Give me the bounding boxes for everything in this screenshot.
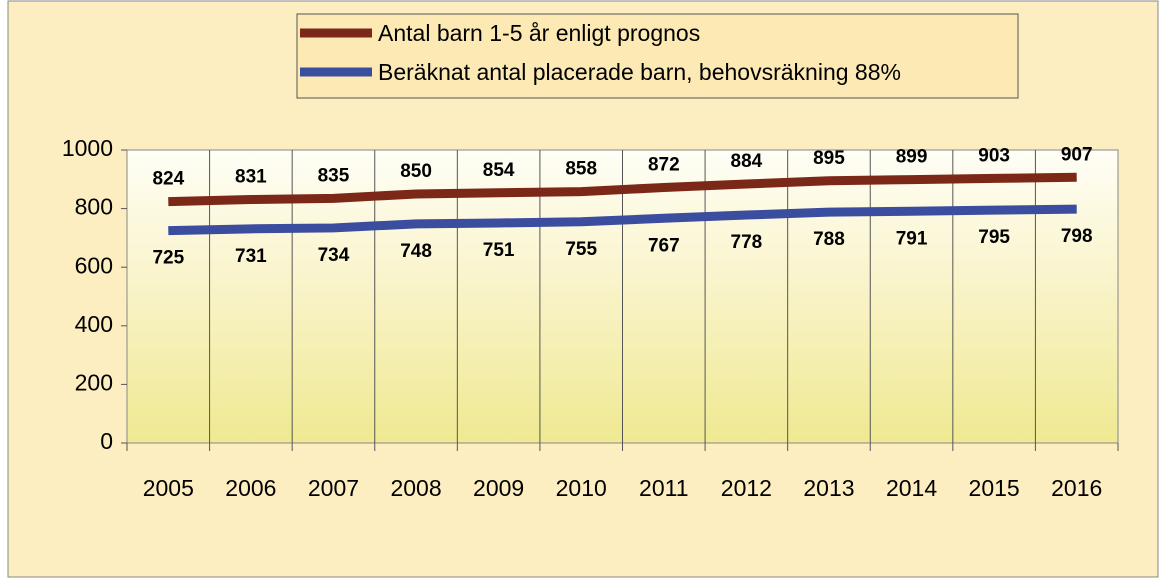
value-label: 907 (1061, 144, 1093, 165)
value-label: 767 (648, 235, 680, 256)
value-label: 858 (565, 159, 597, 180)
series-line (168, 172, 1077, 207)
x-tick-label: 2016 (1051, 475, 1102, 501)
value-label: 791 (896, 228, 928, 249)
value-label: 788 (813, 229, 845, 250)
x-tick-label: 2008 (390, 475, 441, 501)
value-label: 899 (896, 147, 928, 168)
series-line (168, 204, 1077, 236)
value-label: 725 (152, 248, 184, 269)
y-tick-label: 600 (75, 252, 113, 278)
value-label: 824 (152, 169, 184, 190)
y-tick-label: 1000 (62, 135, 113, 161)
x-tick-label: 2013 (803, 475, 854, 501)
x-tick-label: 2006 (225, 475, 276, 501)
value-label: 795 (978, 227, 1010, 248)
value-label: 831 (235, 167, 267, 188)
value-label: 895 (813, 148, 845, 169)
value-label: 835 (318, 165, 350, 186)
value-label: 872 (648, 155, 680, 176)
x-tick-label: 2007 (308, 475, 359, 501)
legend-box (296, 13, 1019, 99)
y-tick-label: 400 (75, 311, 113, 337)
x-tick-label: 2010 (556, 475, 607, 501)
legend-label: Beräknat antal placerade barn, behovsräk… (378, 59, 901, 85)
value-label: 854 (483, 160, 515, 181)
value-label: 731 (235, 246, 267, 267)
x-tick-label: 2012 (721, 475, 772, 501)
value-label: 755 (565, 239, 597, 260)
x-tick-label: 2015 (969, 475, 1020, 501)
value-label: 850 (400, 161, 432, 182)
value-label: 884 (731, 151, 763, 172)
x-tick-label: 2005 (143, 475, 194, 501)
x-tick-label: 2009 (473, 475, 524, 501)
value-label: 778 (731, 232, 763, 253)
legend-label: Antal barn 1-5 år enligt prognos (378, 20, 700, 46)
y-tick-label: 200 (75, 369, 113, 395)
x-tick-label: 2011 (639, 475, 688, 501)
value-label: 748 (400, 241, 432, 262)
y-tick-label: 800 (75, 194, 113, 220)
value-label: 734 (318, 245, 350, 266)
y-tick-label: 0 (100, 428, 113, 454)
value-label: 798 (1061, 226, 1093, 247)
value-label: 751 (483, 240, 515, 261)
x-tick-label: 2014 (886, 475, 937, 501)
value-label: 903 (978, 145, 1010, 166)
